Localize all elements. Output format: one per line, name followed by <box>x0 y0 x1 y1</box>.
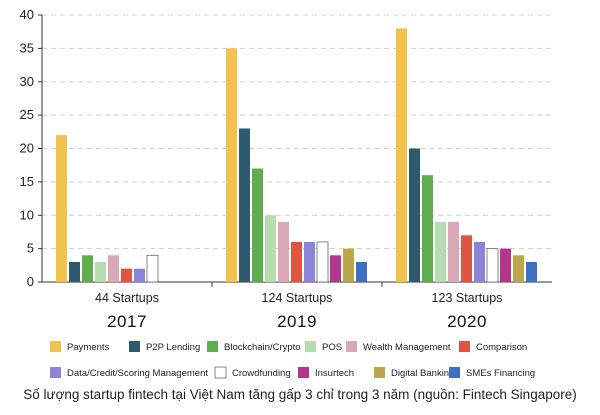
bar <box>435 221 446 282</box>
y-tick-label: 0 <box>27 274 34 289</box>
bar <box>291 241 302 282</box>
y-tick-label: 20 <box>20 141 34 156</box>
bar <box>95 261 106 282</box>
bar <box>226 48 237 282</box>
bar <box>304 241 315 282</box>
bar <box>422 175 433 282</box>
legend-swatch <box>374 367 385 378</box>
bar <box>278 221 289 282</box>
x-group-label: 44 Startups <box>95 291 159 305</box>
bar <box>513 255 524 282</box>
bar <box>448 221 459 282</box>
y-tick-label: 10 <box>20 207 34 222</box>
bar <box>500 248 511 282</box>
legend-swatch <box>346 341 357 352</box>
legend-swatch <box>298 367 309 378</box>
legend-label: Comparison <box>476 342 527 353</box>
y-tick-label: 5 <box>27 241 34 256</box>
legend-label: POS <box>322 342 342 353</box>
legend-swatch <box>305 341 316 352</box>
x-year-label: 2019 <box>277 312 317 331</box>
bar <box>121 268 132 282</box>
bar <box>330 255 341 282</box>
bar <box>108 255 119 282</box>
legend-label: Data/Credit/Scoring Management <box>67 368 208 379</box>
x-group-label: 123 Startups <box>432 291 503 305</box>
bar <box>526 261 537 282</box>
bar <box>134 268 145 282</box>
legend-label: Crowdfunding <box>232 368 291 379</box>
legend-label: Insurtech <box>315 368 354 379</box>
legend-label: Digital Banking <box>391 368 454 379</box>
y-tick-label: 35 <box>20 40 34 55</box>
legend-label: SMEs Financing <box>466 368 535 379</box>
bar <box>56 135 67 282</box>
y-tick-label: 15 <box>20 174 34 189</box>
bar <box>316 241 329 283</box>
legend-label: Blockchain/Crypto <box>224 342 301 353</box>
bar <box>146 254 159 283</box>
bar <box>356 261 367 282</box>
legend-label: P2P Lending <box>146 342 200 353</box>
bar <box>409 148 420 282</box>
y-tick-label: 25 <box>20 107 34 122</box>
bar <box>486 248 499 283</box>
bar <box>252 168 263 282</box>
chart-caption: Số lượng startup fintech tại Việt Nam tă… <box>23 387 577 402</box>
legend-label: Payments <box>67 342 109 353</box>
bar <box>239 128 250 282</box>
y-tick-label: 30 <box>20 74 34 89</box>
bar <box>474 241 485 282</box>
bar <box>82 255 93 282</box>
bar <box>69 261 80 282</box>
legend-label: Wealth Management <box>363 342 451 353</box>
x-year-label: 2020 <box>447 312 487 331</box>
legend-swatch <box>207 341 218 352</box>
bar <box>396 28 407 282</box>
legend-swatch <box>459 341 470 352</box>
legend-swatch <box>449 367 460 378</box>
legend-swatch <box>50 341 61 352</box>
x-year-label: 2017 <box>107 312 147 331</box>
bar <box>265 215 276 282</box>
x-group-label: 124 Startups <box>262 291 333 305</box>
grouped-bar-chart: 0 5 10 15 20 25 30 35 40 44 Startups 2017 124 Start… <box>20 7 552 379</box>
bar <box>343 248 354 282</box>
legend-swatch <box>129 341 140 352</box>
y-tick-label: 40 <box>20 7 34 22</box>
legend-swatch <box>214 366 227 379</box>
legend-swatch <box>50 367 61 378</box>
bar <box>461 235 472 282</box>
